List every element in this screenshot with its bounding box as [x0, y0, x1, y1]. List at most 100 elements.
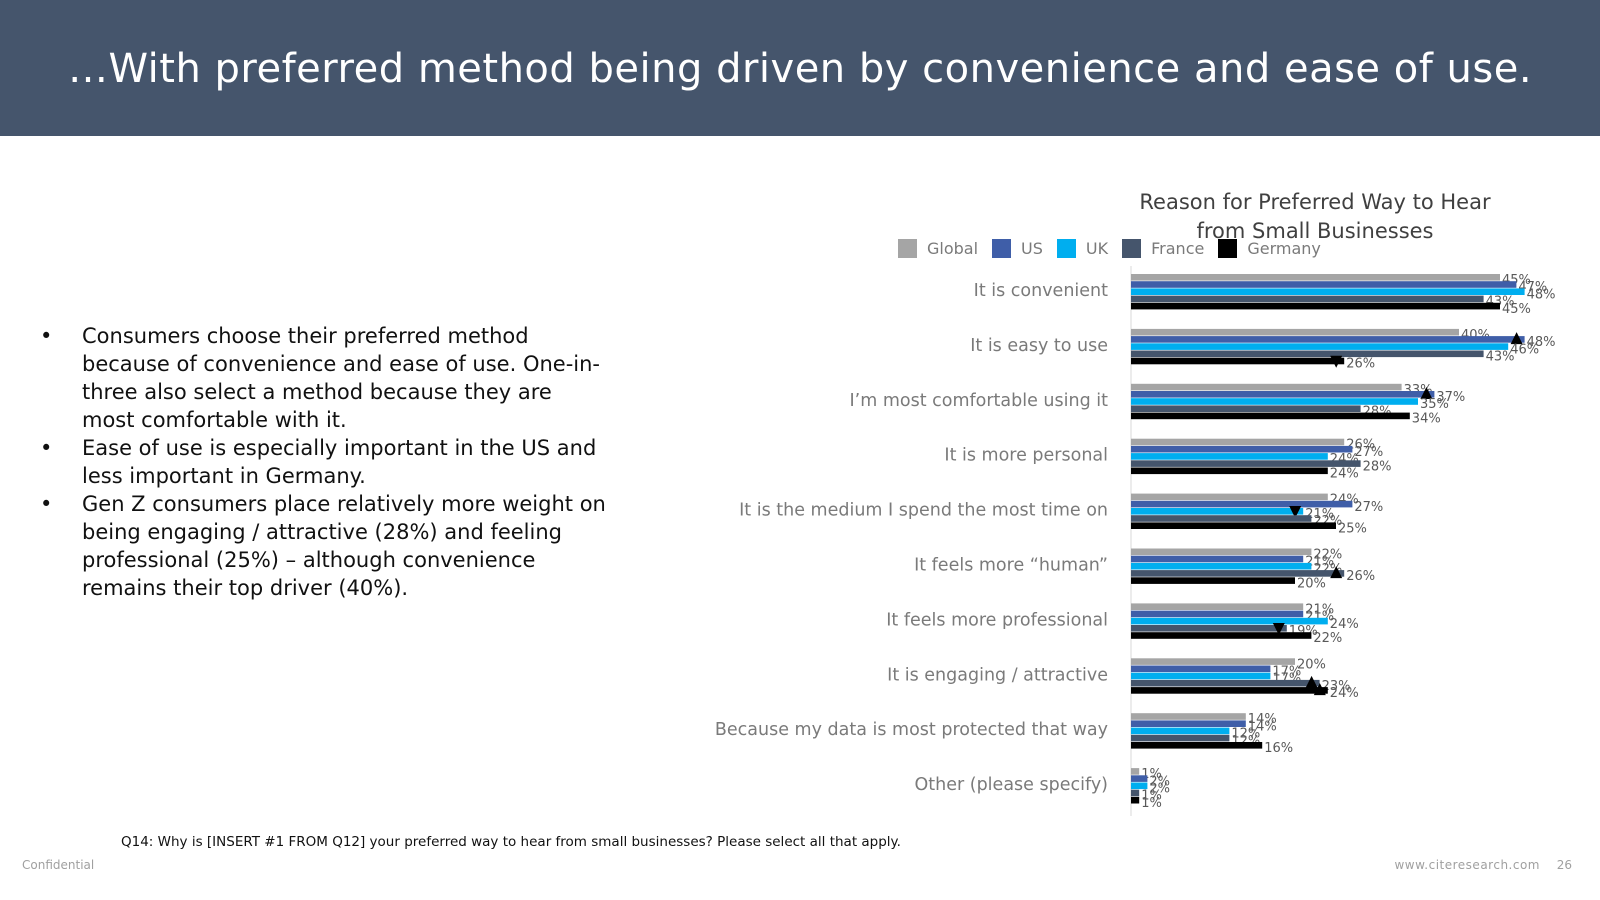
- data-label: 23%: [1322, 679, 1351, 694]
- bullet-marker: •: [40, 324, 53, 348]
- legend-item-global: Global: [898, 238, 978, 258]
- bar-germany: [1131, 796, 1140, 804]
- data-label: 24%: [1330, 686, 1359, 701]
- data-label: 22%: [1313, 631, 1342, 646]
- significance-up-icon: [1420, 387, 1433, 399]
- bar-us: [1131, 665, 1271, 673]
- data-label: 20%: [1297, 576, 1326, 591]
- legend-item-germany: Germany: [1218, 238, 1321, 258]
- category-label: Because my data is most protected that w…: [715, 720, 1108, 740]
- category-label: It feels more professional: [886, 610, 1108, 630]
- significance-down-icon: [1272, 623, 1285, 635]
- data-label: 28%: [1363, 459, 1392, 474]
- bullet-marker: •: [40, 436, 53, 460]
- data-label: 20%: [1297, 657, 1326, 672]
- legend-label: Germany: [1247, 238, 1321, 258]
- bar-us: [1131, 500, 1353, 508]
- question-footnote: Q14: Why is [INSERT #1 FROM Q12] your pr…: [121, 834, 901, 850]
- page-number: 26: [1556, 858, 1572, 872]
- bar-germany: [1131, 412, 1410, 420]
- bar-germany: [1131, 632, 1312, 639]
- bar-global: [1131, 603, 1304, 610]
- data-label: 26%: [1346, 438, 1375, 453]
- data-label: 2%: [1149, 774, 1170, 789]
- legend-swatch: [1218, 238, 1238, 258]
- data-label: 14%: [1248, 719, 1277, 734]
- bar-us: [1131, 445, 1353, 453]
- bar-france: [1131, 625, 1287, 632]
- bar-uk: [1131, 343, 1509, 350]
- significance-down-icon: [1330, 355, 1343, 368]
- data-label: 46%: [1510, 342, 1539, 357]
- bar-uk: [1131, 508, 1304, 515]
- data-label: 21%: [1305, 602, 1334, 617]
- bullet-item: • Gen Z consumers place relatively more w…: [40, 490, 610, 602]
- bar-uk: [1131, 562, 1312, 570]
- bar-france: [1131, 789, 1140, 797]
- data-label: 27%: [1354, 500, 1383, 515]
- data-label: 45%: [1502, 302, 1531, 317]
- bar-uk: [1131, 727, 1230, 735]
- bar-uk: [1131, 782, 1148, 790]
- bar-germany: [1131, 357, 1345, 365]
- bullet-text: Consumers choose their preferred method …: [82, 324, 600, 432]
- legend-item-france: France: [1122, 238, 1205, 258]
- legend-item-uk: UK: [1056, 238, 1109, 258]
- header-banner: …With preferred method being driven by c…: [0, 0, 1600, 136]
- confidential-label: Confidential: [22, 858, 95, 872]
- bar-global: [1131, 548, 1312, 556]
- bar-uk: [1131, 453, 1328, 460]
- key-findings-list: • Consumers choose their preferred method…: [40, 322, 610, 602]
- significance-up-icon: [1510, 332, 1523, 345]
- data-label: 43%: [1486, 350, 1515, 365]
- page-title: …With preferred method being driven by c…: [68, 46, 1533, 92]
- category-label: It feels more “human”: [914, 556, 1108, 576]
- data-label: 26%: [1346, 569, 1375, 584]
- bar-global: [1131, 328, 1459, 336]
- website-label: www.citeresearch.com: [1394, 858, 1540, 872]
- bar-global: [1131, 438, 1345, 446]
- category-label: It is the medium I spend the most time o…: [739, 501, 1108, 521]
- chart-legend: Global US UK France Germany: [898, 237, 1335, 259]
- bar-france: [1131, 679, 1320, 687]
- bar-france: [1131, 460, 1361, 467]
- data-label: 22%: [1313, 548, 1342, 563]
- category-label: It is engaging / attractive: [887, 665, 1108, 685]
- category-label: It is convenient: [974, 281, 1108, 301]
- bar-uk: [1131, 288, 1525, 295]
- legend-swatch: [898, 238, 917, 258]
- chart-title-line: Reason for Preferred Way to Hear: [1139, 190, 1491, 214]
- bar-global: [1131, 383, 1402, 391]
- bar-global: [1131, 713, 1246, 720]
- bullet-item: • Consumers choose their preferred method…: [40, 322, 610, 434]
- significance-down-icon: [1289, 506, 1302, 518]
- legend-label: France: [1151, 238, 1205, 258]
- legend-swatch: [1056, 238, 1076, 258]
- bar-us: [1131, 391, 1435, 398]
- bar-germany: [1131, 577, 1295, 584]
- data-label: 34%: [1412, 412, 1441, 427]
- data-label: 48%: [1527, 287, 1556, 302]
- data-label: 37%: [1436, 390, 1465, 405]
- data-label: 25%: [1338, 521, 1367, 536]
- bar-germany: [1131, 522, 1336, 529]
- bar-us: [1131, 555, 1304, 563]
- bar-france: [1131, 350, 1484, 358]
- data-label: 27%: [1354, 445, 1383, 460]
- bar-uk: [1131, 398, 1418, 405]
- bar-global: [1131, 658, 1295, 665]
- legend-label: UK: [1085, 238, 1109, 258]
- bar-germany: [1131, 687, 1328, 694]
- data-label: 1%: [1141, 789, 1162, 804]
- legend-label: US: [1021, 238, 1043, 258]
- data-label: 24%: [1330, 467, 1359, 482]
- category-label: Other (please specify): [915, 775, 1109, 795]
- bar-france: [1131, 734, 1230, 742]
- bar-uk: [1131, 617, 1328, 625]
- significance-up-icon: [1305, 675, 1318, 688]
- bar-us: [1131, 720, 1246, 727]
- bullet-text: Gen Z consumers place relatively more we…: [82, 492, 606, 600]
- bar-us: [1131, 281, 1517, 288]
- bar-germany: [1131, 302, 1500, 310]
